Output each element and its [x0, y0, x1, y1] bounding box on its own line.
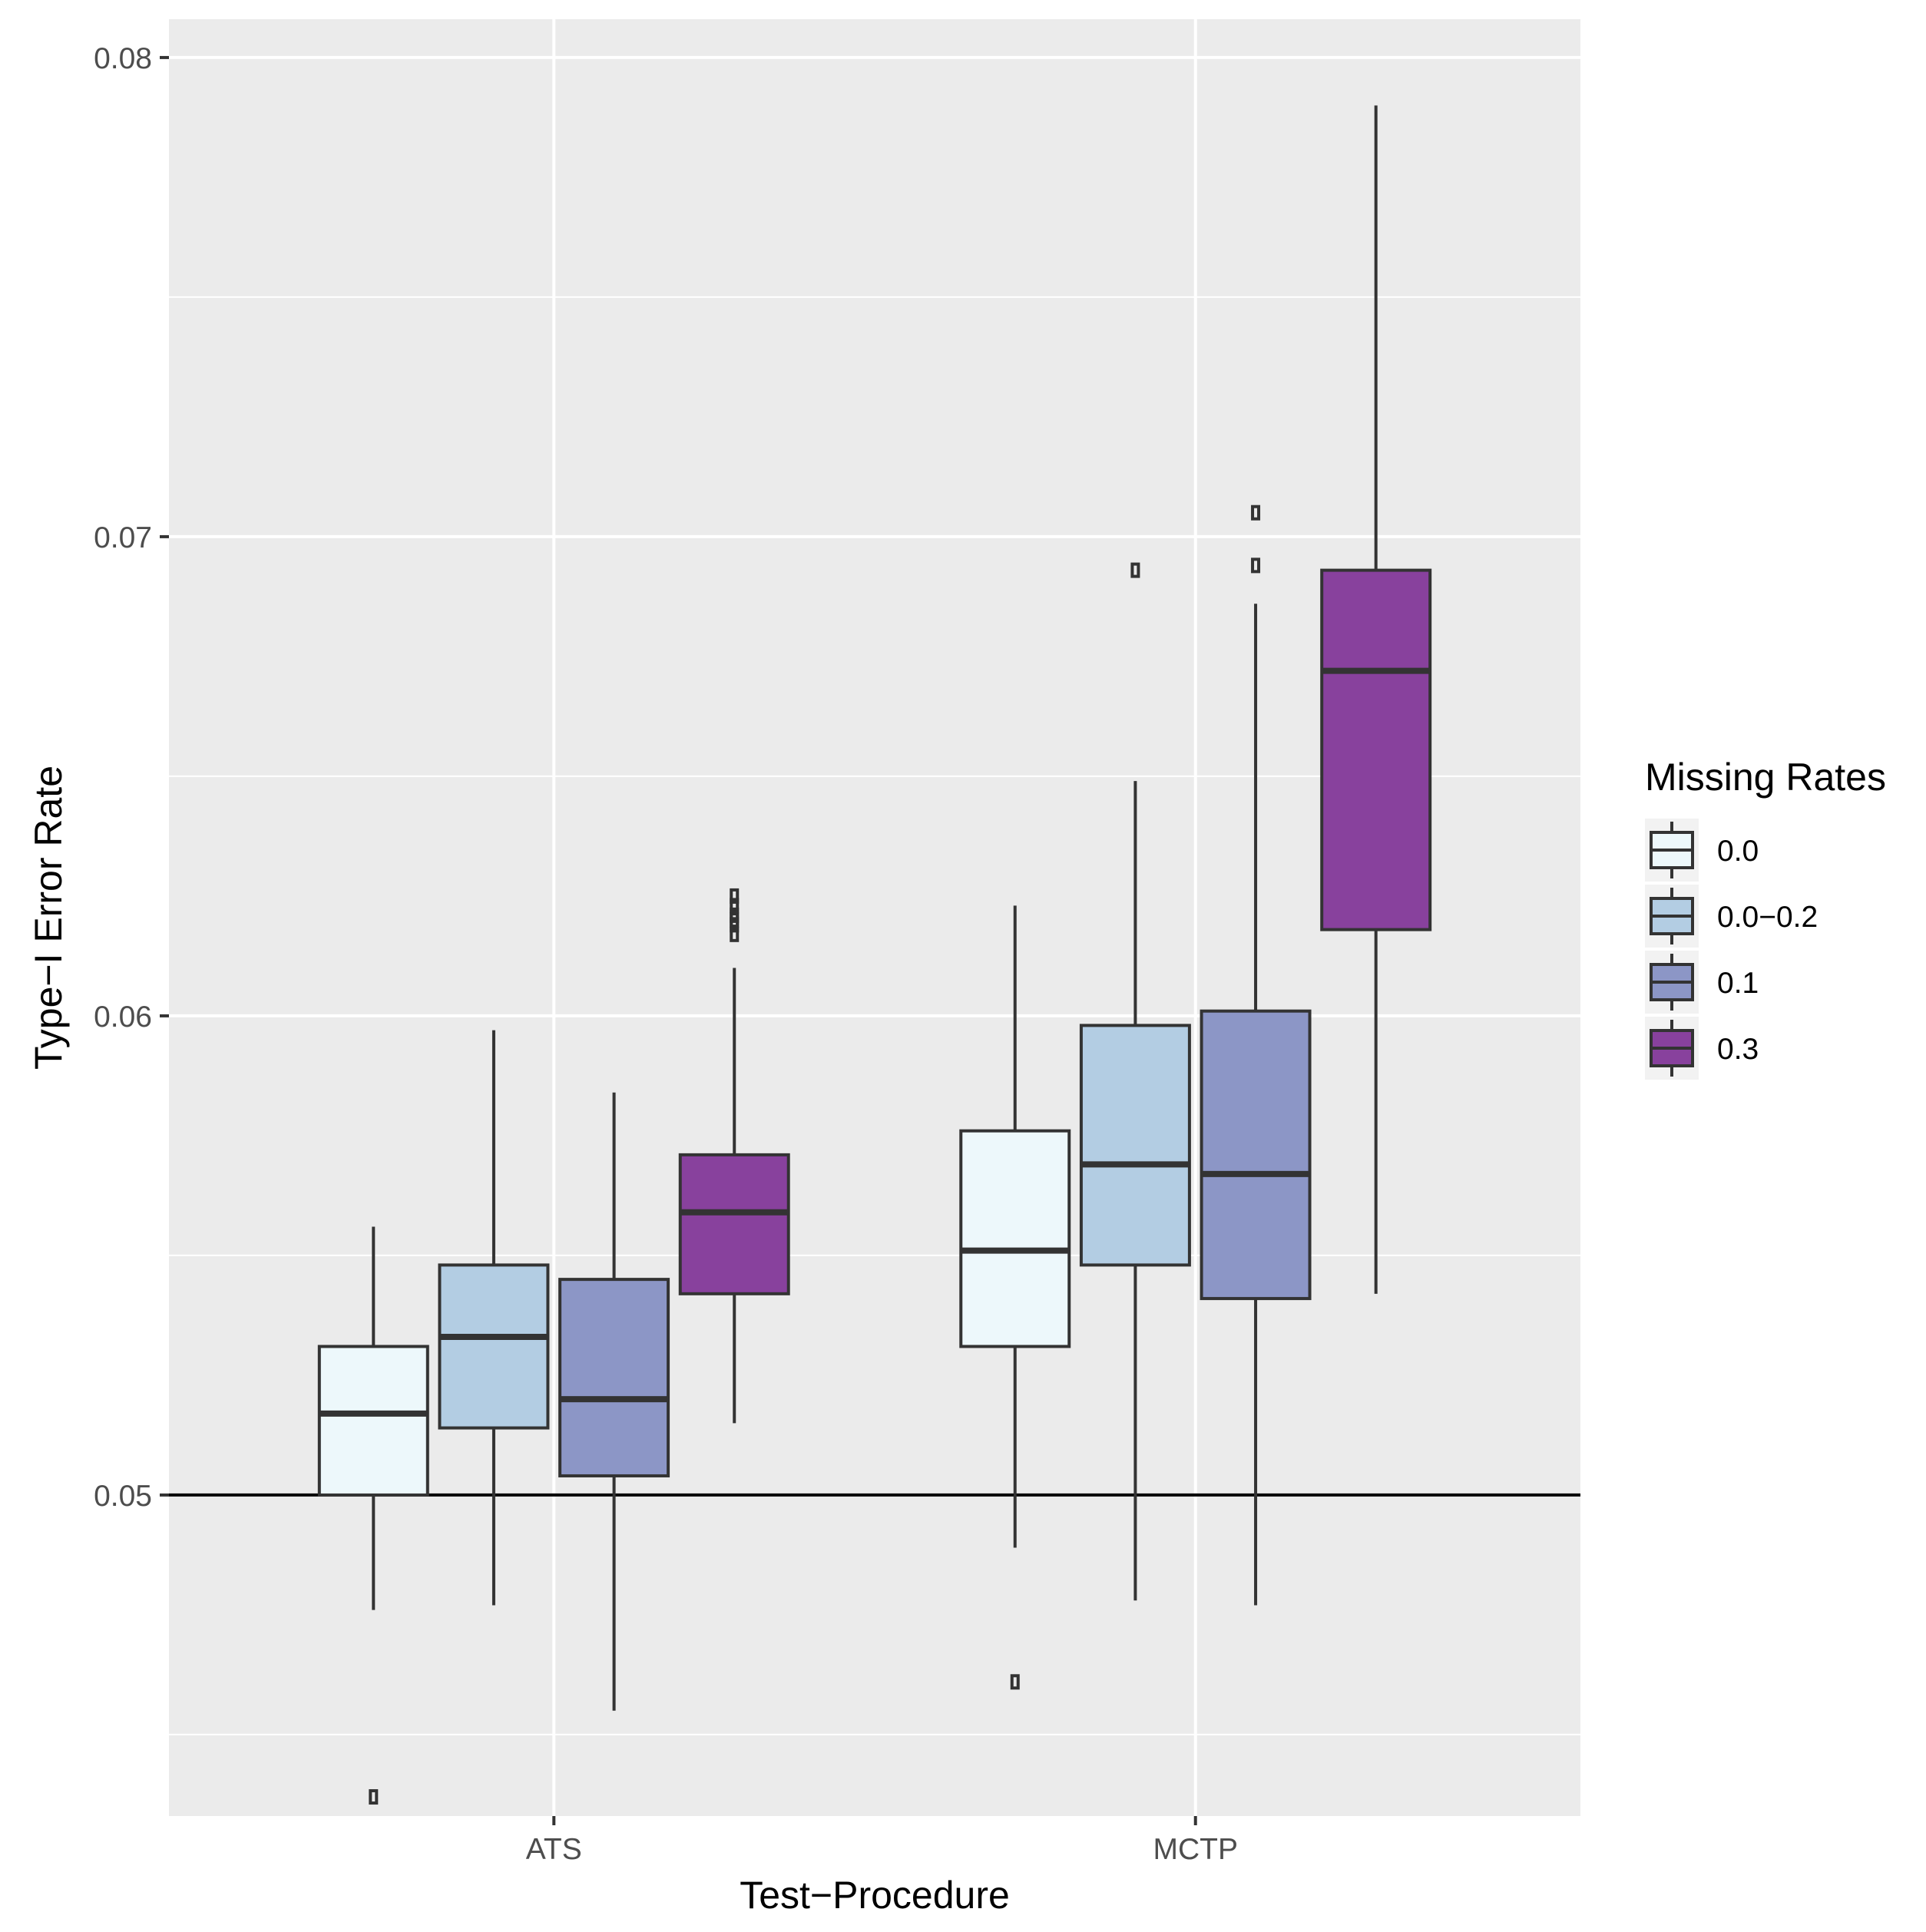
outlier-point — [730, 898, 740, 914]
outlier-point — [1130, 562, 1140, 578]
box-iqr — [678, 1153, 790, 1295]
y-axis-title: Type−I Error Rate — [27, 766, 70, 1070]
y-tick-label: 0.07 — [94, 521, 152, 554]
box-iqr — [1320, 568, 1432, 931]
box-group — [678, 888, 790, 1424]
outlier-point — [730, 907, 740, 923]
box-group — [959, 905, 1071, 1690]
x-axis-title: Test−Procedure — [740, 1874, 1010, 1917]
boxes — [317, 105, 1432, 1805]
legend-label: 0.1 — [1717, 967, 1759, 1000]
legend-title: Missing Rates — [1645, 756, 1886, 799]
outlier-point — [730, 888, 740, 904]
box-group — [438, 1030, 550, 1606]
box-group — [317, 1226, 429, 1805]
y-axis: 0.05 0.06 0.07 0.08 — [94, 42, 169, 1513]
y-tick-label: 0.08 — [94, 42, 152, 75]
box-iqr — [317, 1345, 429, 1497]
legend-item: 0.3 — [1645, 1017, 1759, 1080]
y-tick-label: 0.05 — [94, 1480, 152, 1513]
legend-item: 0.0 — [1645, 819, 1759, 882]
outlier-point — [1010, 1674, 1020, 1690]
box-iqr — [1079, 1024, 1191, 1267]
x-tick-label: ATS — [526, 1833, 582, 1866]
x-axis: ATS MCTP — [526, 1816, 1238, 1866]
box-iqr — [959, 1129, 1071, 1348]
box-iqr — [1200, 1009, 1312, 1301]
box-iqr — [438, 1263, 550, 1430]
outlier-point — [1251, 557, 1261, 574]
outlier-point — [369, 1789, 379, 1805]
gridlines — [169, 19, 1580, 1816]
legend-item: 0.0−0.2 — [1645, 885, 1818, 948]
outlier-point — [730, 926, 740, 942]
legend-label: 0.3 — [1717, 1033, 1759, 1066]
box-group — [1320, 105, 1432, 1294]
x-tick-label: MCTP — [1153, 1833, 1238, 1866]
box-group — [558, 1092, 670, 1711]
box-iqr — [558, 1278, 670, 1477]
outlier-point — [1251, 505, 1261, 521]
legend-label: 0.0−0.2 — [1717, 901, 1818, 934]
box-group — [1079, 562, 1191, 1601]
box-group — [1200, 505, 1312, 1606]
y-tick-label: 0.06 — [94, 1001, 152, 1034]
legend-item: 0.1 — [1645, 951, 1759, 1014]
legend-label: 0.0 — [1717, 835, 1759, 868]
legend: Missing Rates 0.0 0.0−0.2 0.1 0.3 — [1645, 756, 1886, 1080]
